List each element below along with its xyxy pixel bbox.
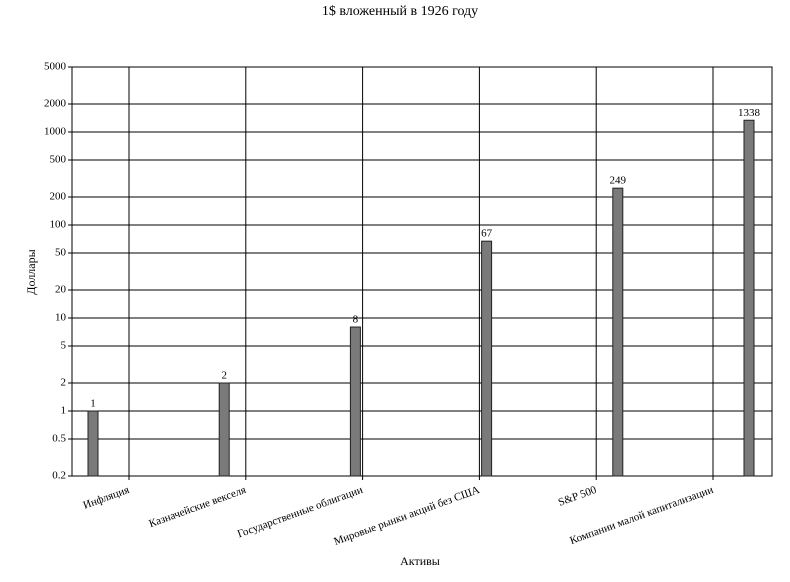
y-tick-label: 100 (50, 219, 67, 231)
bar (743, 119, 755, 477)
y-tick-label: 0.2 (52, 470, 66, 482)
y-tick-label: 20 (55, 284, 67, 296)
x-tick-label: S&P 500 (557, 484, 599, 509)
bar (218, 382, 230, 477)
bar (481, 240, 493, 477)
y-tick-label: 50 (55, 247, 67, 259)
value-label: 67 (481, 228, 493, 240)
value-label: 1338 (738, 107, 761, 119)
x-tick-label: Казначейские векселя (147, 484, 247, 530)
y-tick-label: 2 (61, 377, 67, 389)
x-axis-title: Активы (400, 554, 440, 568)
y-tick-label: 5 (61, 340, 67, 352)
bar (349, 326, 361, 477)
y-tick-label: 200 (50, 191, 67, 203)
x-tick-label: Инфляция (82, 484, 131, 512)
y-tick-label: 500 (50, 154, 67, 166)
plot-border (71, 66, 773, 477)
y-tick-label: 0.5 (52, 433, 66, 445)
bar (87, 410, 99, 477)
value-label: 2 (221, 370, 227, 382)
y-tick-label: 5000 (44, 61, 67, 73)
chart-title: 1$ вложенный в 1926 году (322, 4, 478, 19)
y-axis-title: Доллары (24, 249, 38, 294)
y-tick-label: 1 (61, 405, 67, 417)
y-tick-label: 2000 (44, 98, 67, 110)
value-label: 249 (610, 175, 627, 187)
y-tick-label: 10 (55, 312, 67, 324)
bar (612, 187, 624, 477)
y-tick-label: 1000 (44, 126, 67, 138)
value-label: 8 (353, 314, 359, 326)
value-label: 1 (90, 398, 96, 410)
